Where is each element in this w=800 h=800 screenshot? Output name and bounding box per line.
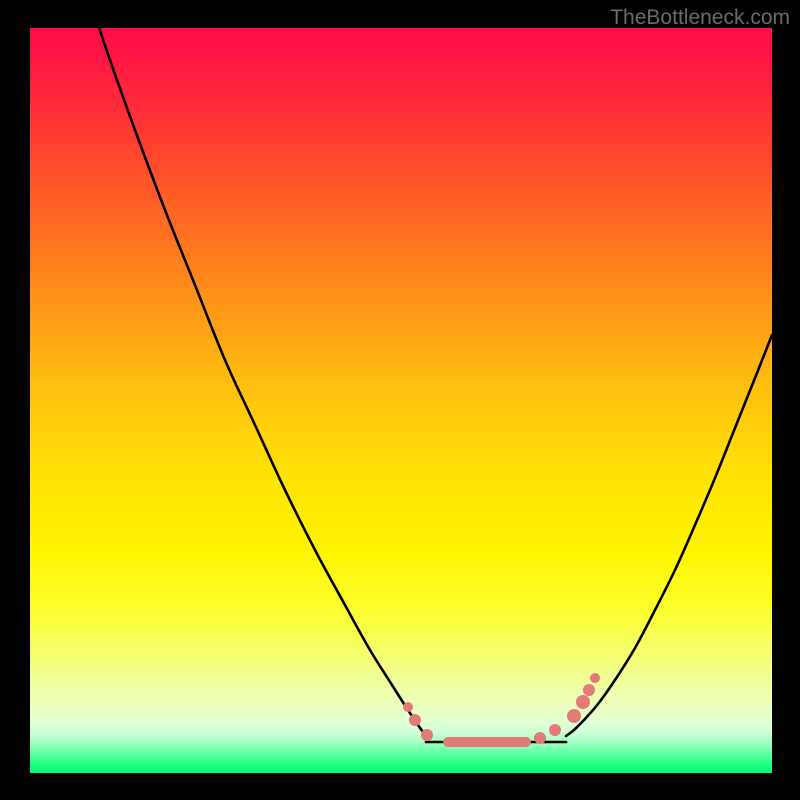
marker-dot	[409, 714, 421, 726]
marker-dot	[567, 709, 581, 723]
marker-dot	[403, 702, 413, 712]
plot-area	[30, 28, 772, 773]
marker-dot	[590, 673, 600, 683]
marker-dot	[534, 732, 546, 744]
watermark-text: TheBottleneck.com	[610, 6, 790, 30]
left-curve	[90, 0, 426, 736]
marker-dot	[583, 684, 595, 696]
marker-dot	[421, 729, 433, 741]
plot-svg	[0, 0, 800, 800]
marker-capsule	[443, 737, 531, 747]
marker-dot	[576, 695, 590, 709]
marker-dot	[549, 724, 561, 736]
